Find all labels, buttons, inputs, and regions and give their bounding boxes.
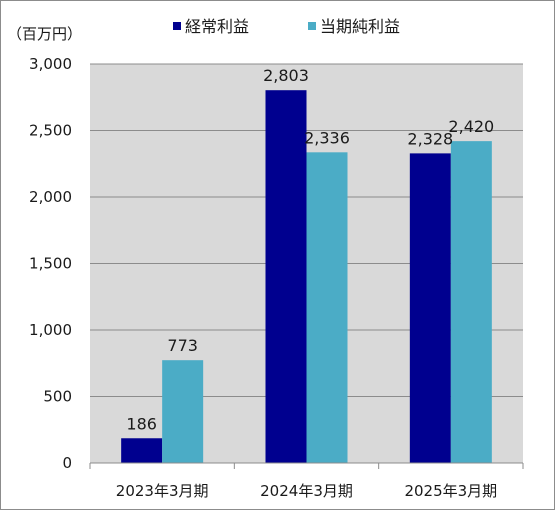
data-label: 2,328 — [407, 129, 453, 148]
x-tick-label: 2024年3月期 — [260, 482, 353, 500]
data-label: 2,420 — [448, 117, 494, 136]
legend-swatch — [173, 22, 181, 30]
y-tick-label: 2,500 — [29, 122, 72, 140]
x-tick-label: 2023年3月期 — [116, 482, 209, 500]
bar — [121, 438, 163, 463]
legend-label: 当期純利益 — [320, 17, 400, 36]
bars — [121, 90, 492, 464]
y-tick-label: 1,000 — [29, 321, 72, 339]
y-tick-label: 3,000 — [29, 55, 72, 73]
x-tick-label: 2025年3月期 — [404, 482, 497, 500]
y-axis: 0 500 1,000 1,500 2,000 2,500 3,000 — [29, 55, 72, 472]
x-axis: 2023年3月期 2024年3月期 2025年3月期 — [89, 462, 524, 500]
bar — [450, 141, 492, 463]
data-label: 773 — [167, 336, 198, 355]
bar — [265, 90, 307, 464]
y-tick-label: 500 — [43, 388, 72, 406]
y-tick-label: 1,500 — [29, 255, 72, 273]
data-label: 2,803 — [263, 66, 309, 85]
legend: 経常利益 当期純利益 — [173, 17, 400, 36]
legend-label: 経常利益 — [185, 17, 249, 36]
bar — [162, 360, 204, 463]
y-tick-label: 0 — [62, 454, 72, 472]
data-label: 2,336 — [304, 128, 350, 147]
bar — [409, 153, 451, 463]
legend-swatch — [308, 22, 316, 30]
data-label: 186 — [126, 414, 157, 433]
y-unit-label: （百万円） — [7, 25, 82, 43]
bar — [306, 152, 348, 463]
data-labels: 186 2,803 2,328 773 2,336 2,420 — [126, 66, 494, 433]
y-tick-label: 2,000 — [29, 188, 72, 206]
